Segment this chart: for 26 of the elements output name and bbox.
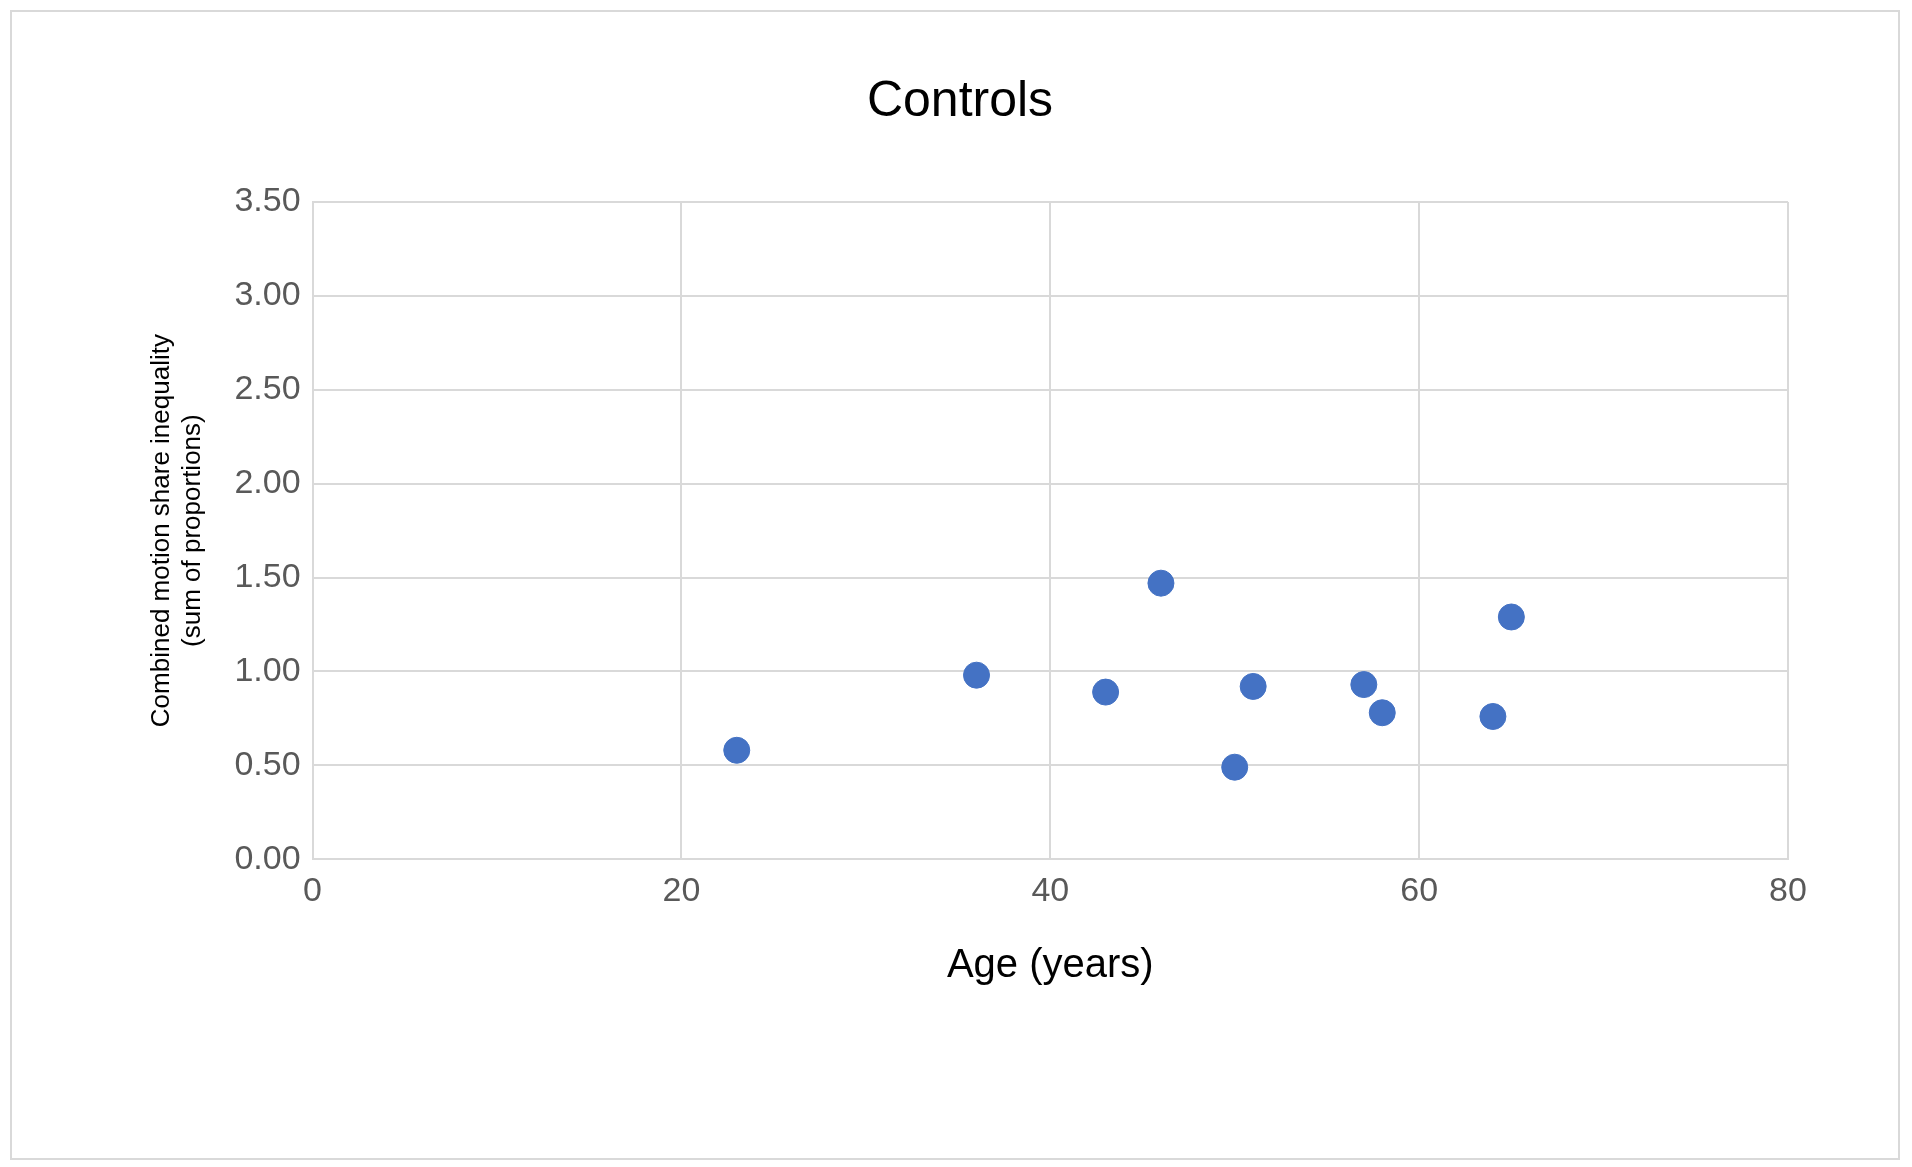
x-tick-label: 60 (1400, 869, 1439, 908)
point (963, 661, 991, 689)
point (723, 736, 751, 764)
point (1497, 603, 1525, 631)
point (1092, 678, 1120, 706)
x-tick-label: 40 (1031, 869, 1070, 908)
y-tick-label: 0.00 (234, 837, 301, 876)
y-tick-label: 1.50 (234, 555, 301, 594)
y-tick-label: 3.50 (234, 180, 301, 219)
y-tick-label: 0.50 (234, 743, 301, 782)
x-axis-title: Age (years) (946, 941, 1154, 986)
point (1221, 753, 1249, 781)
y-axis-title: Combined motion share inequality (sum of proportions) (144, 334, 206, 728)
x-tick-label: 0 (303, 869, 323, 908)
chart-title: Controls (866, 70, 1054, 127)
y-tick-label: 1.00 (234, 649, 301, 688)
point (1479, 702, 1507, 730)
x-tick-label: 20 (662, 869, 701, 908)
y-tick-label: 2.00 (234, 462, 301, 501)
x-tick-label: 80 (1769, 869, 1807, 908)
y-tick-label: 2.50 (234, 368, 301, 407)
point (1147, 569, 1175, 597)
point (1239, 672, 1267, 700)
point (1368, 699, 1396, 727)
point (1350, 671, 1378, 699)
y-tick-label: 3.00 (234, 274, 301, 313)
